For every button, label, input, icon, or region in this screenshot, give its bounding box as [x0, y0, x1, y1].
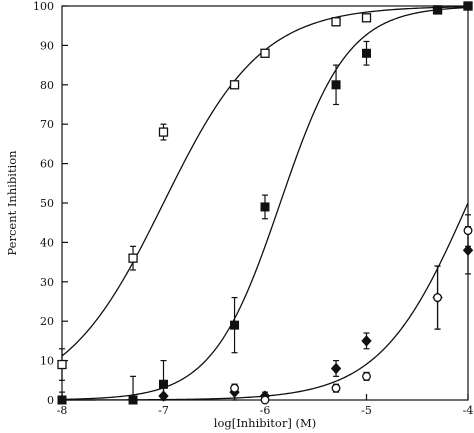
y-tick-label: 20 [40, 315, 54, 328]
filled-diamond-point [462, 244, 474, 257]
filled-square-point [159, 379, 168, 389]
y-tick-label: 0 [47, 394, 54, 407]
filled-square-point [230, 320, 240, 330]
x-tick-label: -7 [158, 404, 169, 417]
open-square-point [57, 359, 67, 370]
y-tick-label: 10 [40, 355, 54, 368]
x-tick-label: -6 [260, 404, 271, 417]
filled-diamond-point [361, 335, 372, 347]
open-square-point [229, 80, 240, 90]
x-tick-label: -5 [361, 404, 372, 417]
open-square-point [361, 13, 372, 23]
filled-square-point [433, 5, 443, 15]
filled-diamond-point [158, 390, 169, 402]
filled-square-point [362, 48, 371, 58]
filled-square-point [331, 80, 341, 90]
y-tick-label: 90 [40, 39, 54, 52]
filled-square-point [57, 395, 67, 405]
filled-diamond-point [330, 362, 342, 375]
data-points [57, 1, 474, 405]
y-tick-label: 100 [33, 0, 54, 13]
y-tick-label: 70 [40, 118, 54, 131]
filled-square-point [463, 1, 473, 11]
error-bars [59, 1, 471, 401]
filled-square-point [260, 202, 270, 212]
open-circle-point [433, 293, 442, 303]
fit-curve [61, 6, 469, 357]
x-axis-label: log[Inhibitor] (M) [214, 416, 316, 430]
y-tick-label: 80 [40, 79, 54, 92]
open-square-point [331, 17, 341, 27]
fit-curve [62, 202, 469, 401]
y-tick-label: 60 [40, 158, 54, 171]
open-circle-point [260, 395, 270, 405]
y-tick-label: 50 [40, 197, 54, 210]
x-tick-label: -8 [57, 404, 68, 417]
open-square-point [128, 253, 138, 263]
open-circle-point [230, 383, 239, 393]
open-circle-point [331, 383, 341, 393]
filled-square-point [128, 395, 138, 405]
y-tick-label: 40 [40, 236, 54, 249]
y-axis-label: Percent Inhibition [5, 150, 19, 256]
open-square-point [260, 48, 270, 58]
x-tick-label: -4 [463, 404, 474, 417]
open-square-point [158, 127, 169, 137]
y-axis: 0 10 20 30 40 50 60 70 80 90 100 [33, 0, 68, 407]
fit-curve [61, 6, 469, 401]
y-tick-label: 30 [40, 276, 54, 289]
open-circle-point [362, 371, 371, 381]
open-circle-point [463, 226, 473, 236]
